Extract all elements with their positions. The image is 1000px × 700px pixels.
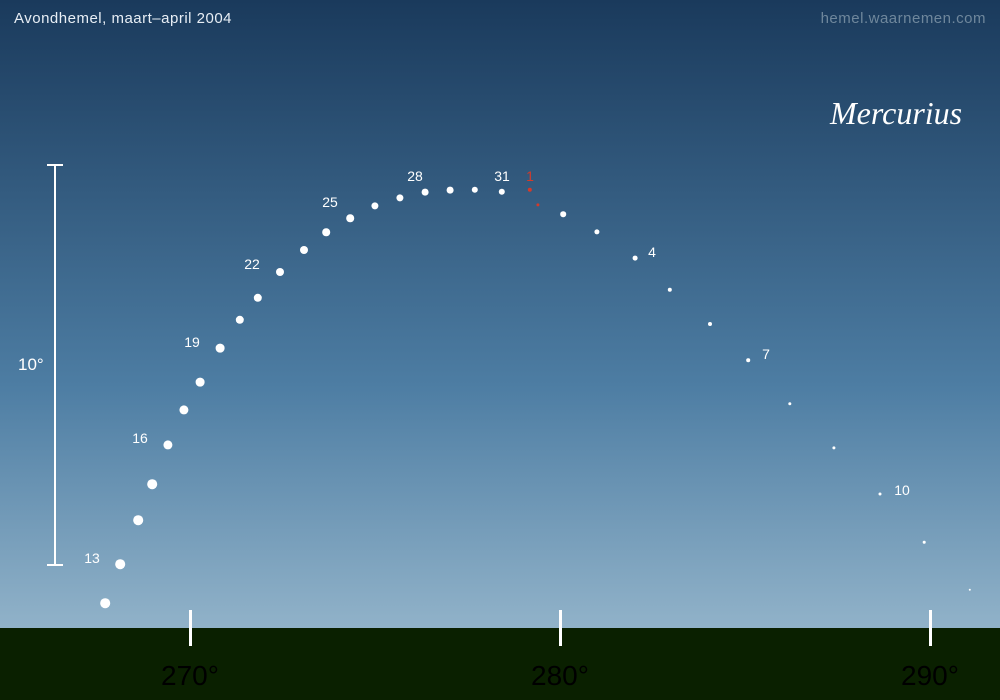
mercury-date-label: 4 <box>648 244 656 260</box>
mercury-date-label: 1 <box>526 168 534 184</box>
azimuth-label: 270° <box>161 660 219 692</box>
mercury-position-dot <box>422 189 429 196</box>
mercury-position-dot <box>276 268 284 276</box>
mercury-position-dot <box>300 246 308 254</box>
mercury-date-label: 28 <box>407 168 423 184</box>
mercury-position-dot <box>196 378 205 387</box>
mercury-position-dot <box>216 344 225 353</box>
scalebar-cap <box>47 164 63 166</box>
mercury-position-dot <box>633 256 638 261</box>
mercury-date-label: 25 <box>322 194 338 210</box>
azimuth-label: 280° <box>531 660 589 692</box>
mercury-date-label: 10 <box>894 482 910 498</box>
scalebar-label: 10° <box>18 355 44 375</box>
planet-name-label: Mercurius <box>830 95 962 132</box>
mercury-date-label: 13 <box>84 550 100 566</box>
scalebar-line <box>54 165 56 565</box>
mercury-position-dot <box>708 322 712 326</box>
mercury-position-dot <box>447 187 454 194</box>
azimuth-tick <box>189 610 192 646</box>
mercury-position-dot <box>133 515 143 525</box>
mercury-date-label: 7 <box>762 346 770 362</box>
mercury-position-dot <box>560 211 566 217</box>
mercury-position-dot <box>322 228 330 236</box>
scalebar-cap <box>47 564 63 566</box>
title-left: Avondhemel, maart–april 2004 <box>14 10 232 27</box>
mercury-date-label: 22 <box>244 256 260 272</box>
azimuth-tick <box>929 610 932 646</box>
mercury-position-dot <box>746 358 750 362</box>
mercury-position-dot <box>115 559 125 569</box>
source-credit: hemel.waarnemen.com <box>821 10 986 27</box>
mercury-date-label: 31 <box>494 168 510 184</box>
mercury-position-dot <box>100 598 110 608</box>
mercury-position-dot <box>346 214 354 222</box>
azimuth-tick <box>559 610 562 646</box>
mercury-position-dot <box>879 493 882 496</box>
mercury-position-dot <box>147 479 157 489</box>
mercury-date-label: 16 <box>132 430 148 446</box>
mercury-position-dot <box>923 541 926 544</box>
ground-strip <box>0 628 1000 700</box>
mercury-date-label: 19 <box>184 334 200 350</box>
mercury-elongation-chart: Avondhemel, maart–april 2004 hemel.waarn… <box>0 0 1000 700</box>
azimuth-label: 290° <box>901 660 959 692</box>
